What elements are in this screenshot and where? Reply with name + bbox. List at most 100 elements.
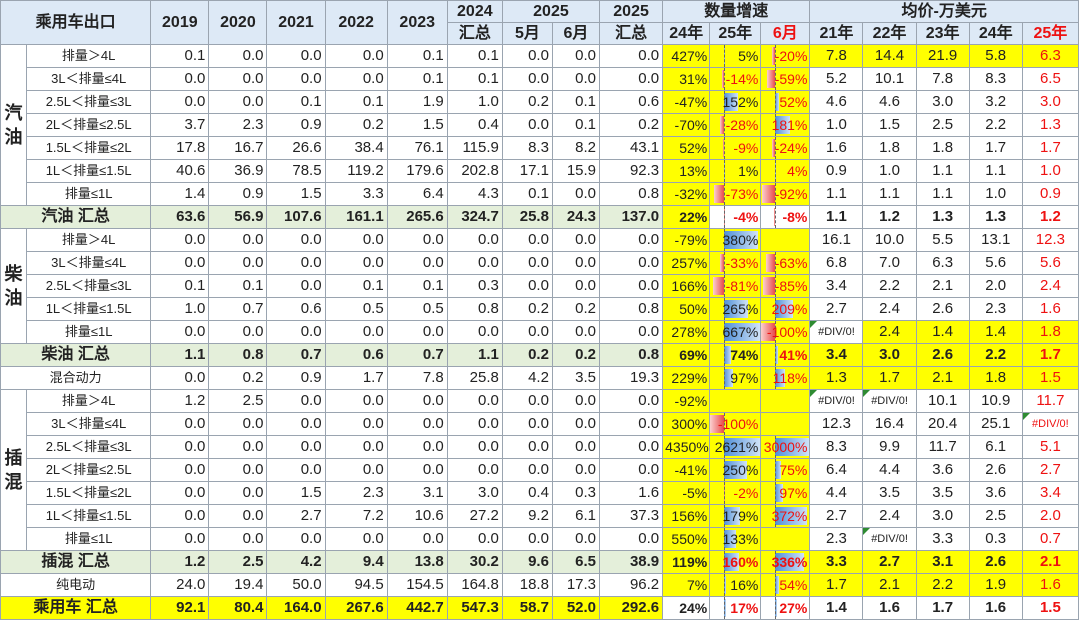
price-cell: 2.1 — [915, 274, 970, 298]
growth-cell: 229% — [662, 366, 711, 390]
table-row: 1L＜排量≤1.5L 40.6 36.9 78.5 119.2 179.6 202.8 17.… — [1, 159, 1080, 183]
price-value: 2.1 — [1039, 553, 1061, 570]
price-cell: 1.2 — [862, 205, 917, 229]
volume-cell: 0.0 — [446, 435, 503, 459]
price-value: 1.9 — [985, 576, 1007, 593]
growth-bar — [772, 47, 775, 65]
volume-cell: 0.0 — [208, 527, 268, 551]
price-value: 1.7 — [985, 139, 1007, 156]
price-cell: 1.3 — [915, 205, 970, 229]
price-value: 3.1 — [932, 553, 954, 570]
volume-cell: 0.0 — [599, 67, 664, 91]
price-value: 1.7 — [932, 599, 954, 616]
growth-title: 数量增速 — [662, 0, 811, 23]
price-cell: 2.2 — [968, 343, 1023, 367]
price-cell: 1.5 — [862, 113, 917, 137]
price-value: 1.7 — [826, 576, 847, 593]
volume-cell: 27.2 — [446, 504, 503, 528]
growth-bar — [710, 415, 725, 433]
volume-cell: 0.0 — [599, 228, 664, 252]
growth-cell: 1% — [709, 159, 762, 183]
col-2019: 2019 — [150, 0, 210, 45]
growth-bar — [771, 139, 775, 157]
price-value: 2.3 — [826, 530, 847, 547]
growth-cell: 13% — [662, 159, 711, 183]
header-row-2: 汇总 5月 6月 汇总 24年 25年 6月 21年 22年 23年 24年 2… — [1, 22, 1080, 45]
row-label: 1.5L＜排量≤2L — [26, 481, 152, 505]
row-label: 2.5L＜排量≤3L — [26, 274, 152, 298]
price-value: 2.5 — [985, 507, 1007, 524]
price-value: 2.4 — [879, 507, 900, 524]
growth-bar — [762, 185, 775, 203]
volume-cell: 0.7 — [266, 343, 326, 367]
volume-cell: 0.1 — [386, 67, 448, 91]
volume-cell: 0.5 — [324, 297, 388, 321]
price-value: 10.0 — [874, 231, 905, 248]
growth-bar — [774, 93, 780, 111]
volume-cell: 0.0 — [501, 251, 553, 275]
price-cell: 1.7 — [862, 366, 917, 390]
growth-value: 97% — [779, 485, 808, 501]
growth-cell: 97% — [760, 481, 811, 505]
volume-cell: 0.0 — [551, 251, 601, 275]
volume-cell: 0.0 — [501, 458, 553, 482]
col-jun: 6月 — [551, 22, 601, 45]
price-cell: 6.8 — [809, 251, 864, 275]
price-value: 1.4 — [826, 599, 847, 616]
price-cell: 1.7 — [1021, 136, 1080, 160]
volume-cell: 1.7 — [324, 366, 388, 390]
col-2024: 2024 — [446, 0, 503, 23]
bar-axis — [724, 321, 726, 343]
price-cell: 1.4 — [809, 596, 864, 620]
price-cell: 2.4 — [862, 297, 917, 321]
growth-value: -20% — [774, 48, 808, 64]
volume-cell: 0.0 — [446, 458, 503, 482]
volume-cell: 0.0 — [208, 481, 268, 505]
growth-value: 69% — [679, 347, 708, 363]
volume-cell: 58.7 — [501, 596, 553, 620]
price-cell: 3.0 — [862, 343, 917, 367]
volume-cell: 30.2 — [446, 550, 503, 574]
col-2025-total: 2025 — [599, 0, 664, 23]
price-cell: 10.0 — [862, 228, 917, 252]
volume-cell: 0.0 — [324, 412, 388, 436]
error-flag-icon — [810, 321, 818, 328]
bar-axis — [724, 68, 726, 90]
price-cell: 7.0 — [862, 251, 917, 275]
price-cell: 2.6 — [915, 343, 970, 367]
growth-value: 4350% — [665, 439, 709, 455]
price-value: 1.0 — [826, 116, 847, 133]
volume-cell: 0.0 — [150, 504, 210, 528]
price-value: 1.8 — [932, 139, 954, 156]
growth-cell: 5% — [709, 44, 762, 68]
bar-axis — [724, 91, 726, 113]
price-cell: 1.8 — [1021, 320, 1080, 344]
price-value: 5.1 — [1039, 438, 1061, 455]
price-value: #DIV/0! — [871, 395, 908, 407]
price-value: 10.1 — [928, 392, 958, 409]
growth-cell: -92% — [662, 389, 711, 413]
volume-cell: 0.0 — [208, 44, 268, 68]
table-row: 柴油 汇总 1.1 0.8 0.7 0.6 0.7 1.1 0.2 0.2 0.8 69% 74% 41… — [0, 343, 1080, 367]
price-cell: 3.0 — [915, 90, 970, 114]
price-cell: 1.1 — [915, 159, 970, 183]
bar-axis — [724, 551, 726, 573]
price-value: 3.3 — [932, 530, 954, 547]
growth-cell: 550% — [662, 527, 711, 551]
volume-cell: 2.3 — [324, 481, 388, 505]
growth-value: 75% — [779, 462, 808, 478]
bar-axis — [724, 459, 726, 481]
group-label-phev: 插 混 — [0, 389, 28, 551]
price-value: 9.9 — [879, 438, 900, 455]
volume-cell: 0.6 — [266, 297, 326, 321]
volume-cell: 0.0 — [551, 435, 601, 459]
price-cell: 2.5 — [968, 504, 1023, 528]
price-cell: 3.2 — [968, 90, 1023, 114]
price-cell: 6.5 — [1021, 67, 1080, 91]
volume-cell: 0.7 — [386, 343, 448, 367]
growth-value: 119% — [672, 554, 708, 570]
growth-cell: 250% — [709, 458, 762, 482]
volume-cell: 0.0 — [599, 435, 664, 459]
price-cell: 3.4 — [809, 274, 864, 298]
volume-cell: 17.8 — [150, 136, 210, 160]
